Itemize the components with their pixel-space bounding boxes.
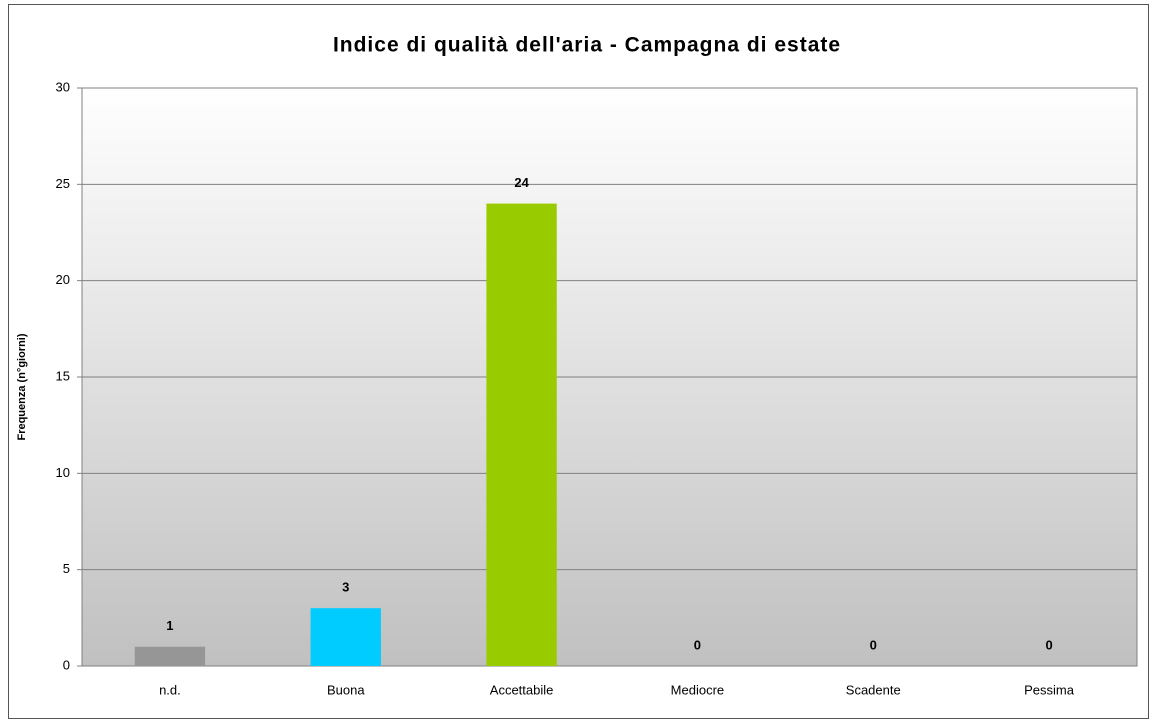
x-tick-label: Scadente (846, 682, 901, 697)
y-tick-label: 25 (56, 176, 70, 191)
bar (134, 646, 206, 666)
y-tick-label: 20 (56, 272, 70, 287)
y-tick-label: 0 (63, 657, 70, 672)
y-axis-label: Frequenza (n°giorni) (16, 333, 28, 440)
x-tick-label: Pessima (1024, 682, 1075, 697)
x-tick-label: Buona (327, 682, 365, 697)
value-label: 0 (1045, 637, 1052, 652)
x-tick-label: n.d. (159, 682, 181, 697)
y-tick-label: 5 (63, 561, 70, 576)
chart-title: Indice di qualità dell'aria - Campagna d… (333, 34, 841, 57)
value-label: 3 (342, 580, 349, 595)
x-tick-label: Accettabile (490, 682, 554, 697)
value-label: 0 (694, 637, 701, 652)
value-label: 24 (514, 175, 529, 190)
value-label: 0 (870, 637, 877, 652)
y-tick-label: 15 (56, 368, 70, 383)
bar (486, 203, 557, 666)
bar (310, 608, 381, 666)
y-tick-label: 30 (56, 79, 70, 94)
x-tick-label: Mediocre (671, 682, 724, 697)
y-tick-label: 10 (56, 465, 70, 480)
value-label: 1 (166, 618, 173, 633)
